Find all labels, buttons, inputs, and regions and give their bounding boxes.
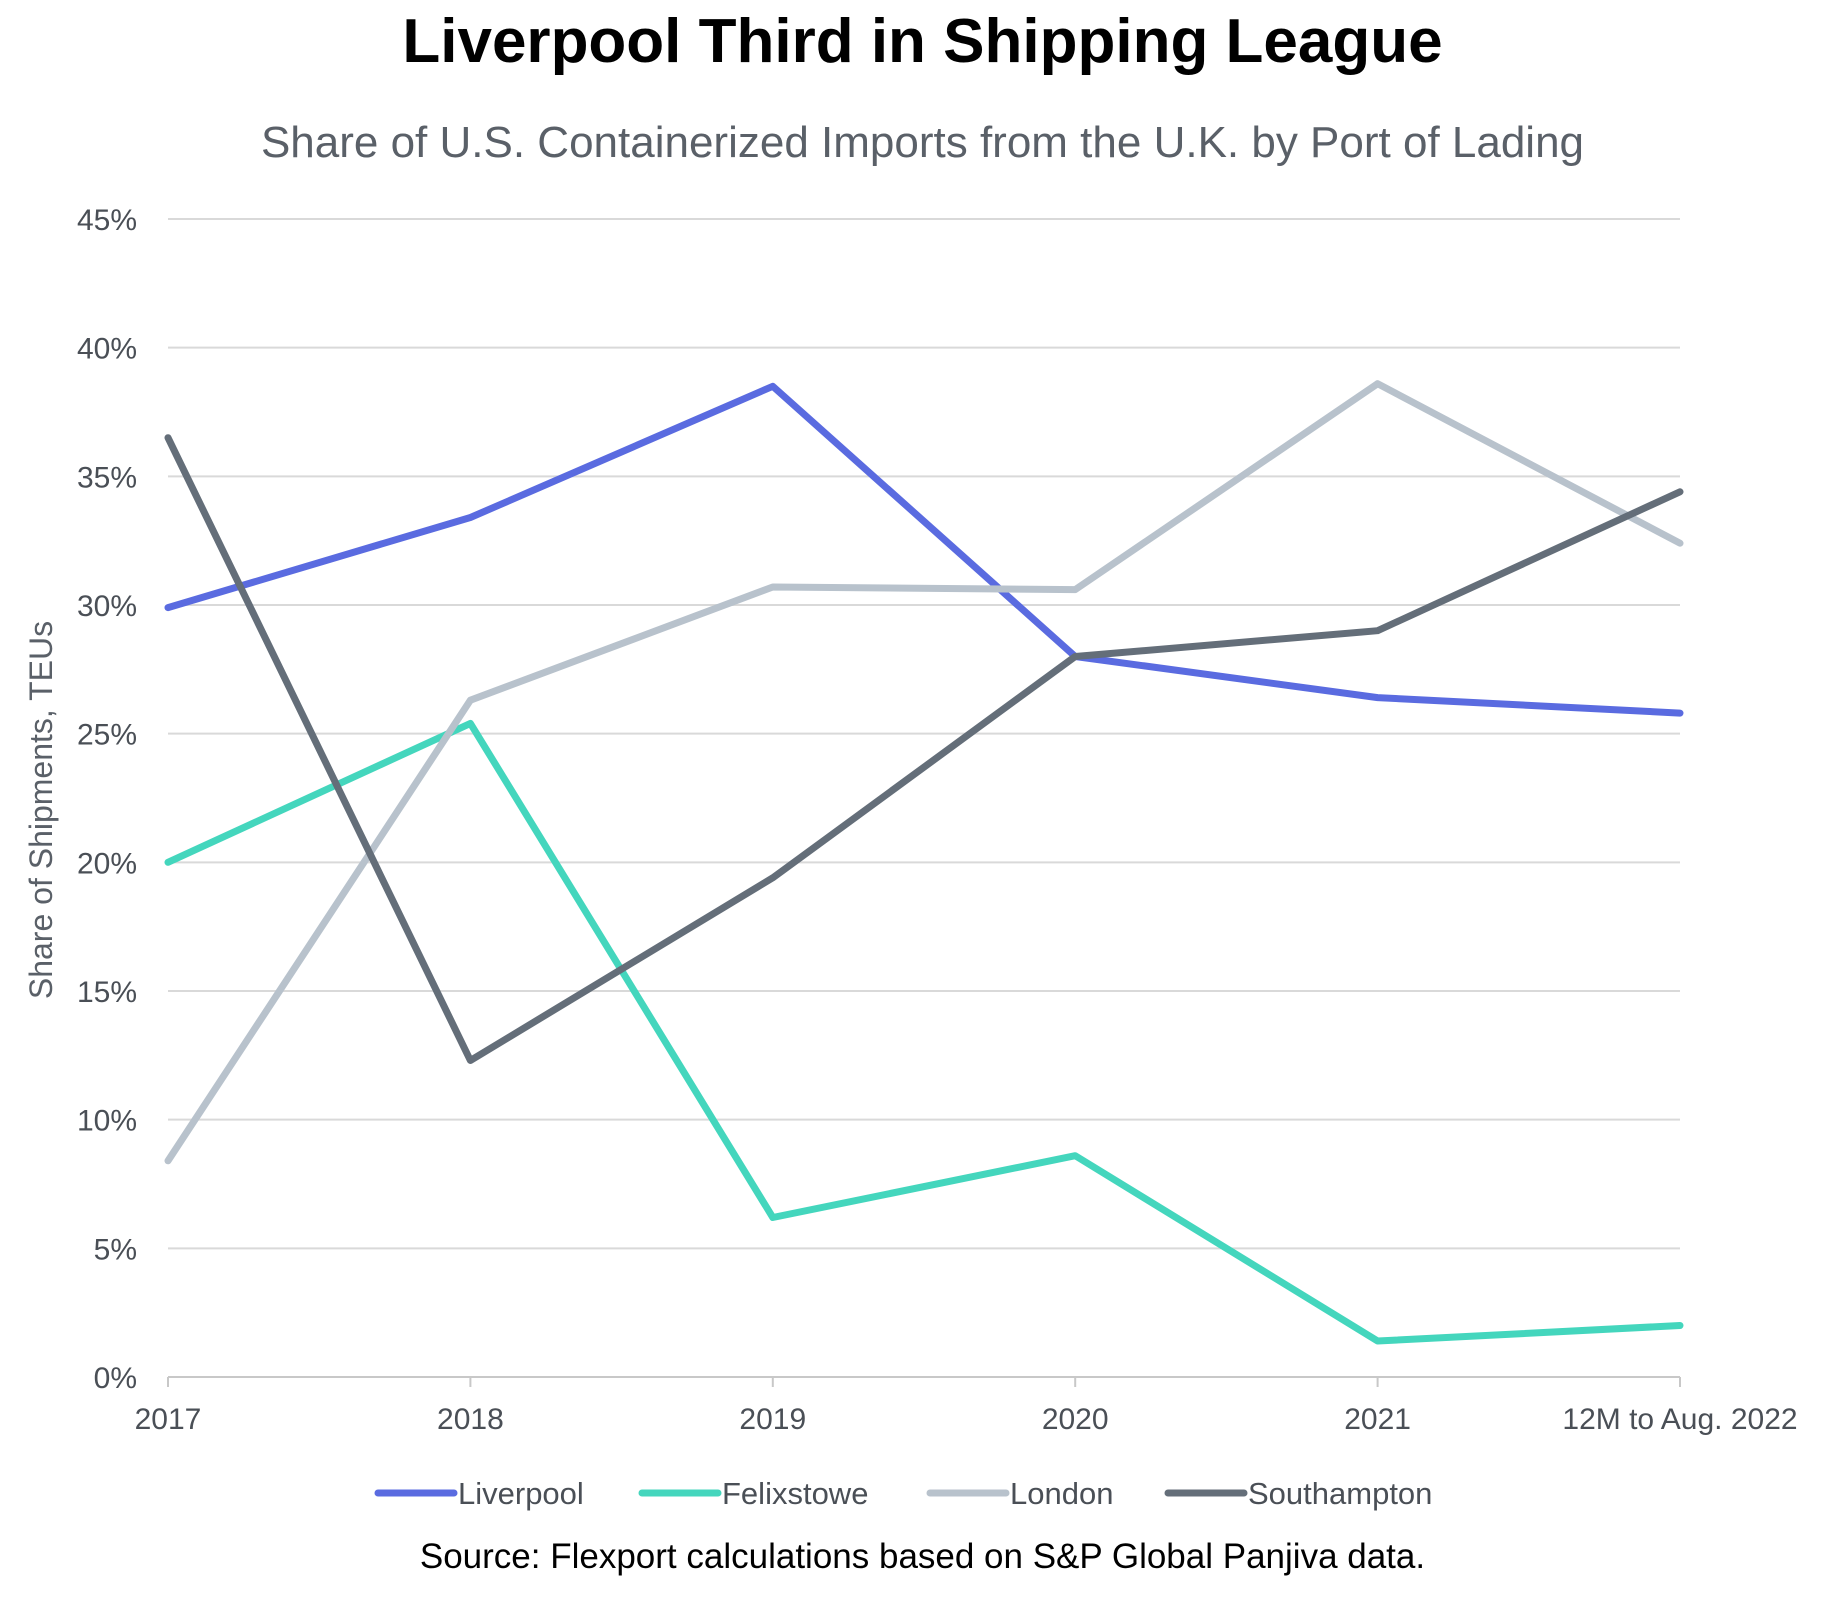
gridlines [168,218,1680,1378]
series-line-southampton [164,434,1684,1064]
y-tick-label: 15% [77,976,137,1009]
x-tick-label: 2020 [1042,1403,1109,1436]
chart-subtitle: Share of U.S. Containerized Imports from… [260,118,1585,167]
y-tick-label: 45% [77,204,137,237]
legend-label: Southampton [1248,1476,1432,1511]
series-line-liverpool [164,382,1684,717]
legend-item-felixstowe: Felixstowe [638,1476,868,1511]
chart-title: Liverpool Third in Shipping League [402,7,1443,76]
x-tick-label: 2019 [739,1403,806,1436]
y-tick-label: 0% [94,1362,137,1395]
x-tick-label: 2017 [135,1403,202,1436]
y-tick-label: 30% [77,590,137,623]
legend-label: Liverpool [458,1476,584,1511]
x-tick-label: 2018 [437,1403,504,1436]
series-lines [164,380,1684,1345]
legend-item-london: London [926,1476,1113,1511]
legend-label: Felixstowe [722,1476,868,1511]
y-axis-label: Share of Shipments, TEUs [23,621,59,999]
x-tick-label: 12M to Aug. 2022 [1562,1403,1797,1436]
legend-item-southampton: Southampton [1164,1476,1432,1511]
y-tick-label: 5% [94,1233,137,1266]
y-tick-label: 35% [77,461,137,494]
series-line-felixstowe [164,719,1684,1345]
y-tick-label: 40% [77,333,137,366]
x-axis: 2017 2018 2019 2020 2021 12M to Aug. 2022 [135,1376,1798,1436]
y-tick-label: 20% [77,847,137,880]
y-tick-label: 10% [77,1105,137,1138]
legend-label: London [1010,1476,1113,1511]
y-tick-label: 25% [77,719,137,752]
y-axis-ticks: 0% 5% 10% 15% 20% 25% 30% 35% 40% 45% [77,204,137,1395]
source-note: Source: Flexport calculations based on S… [419,1537,1426,1576]
x-tick-label: 2021 [1344,1403,1411,1436]
legend: Liverpool Felixstowe London Southampton [374,1476,1432,1511]
line-chart: 0%5%10%15%20%25%30%35%40%45% 2017 2018 201… [23,204,1798,1511]
legend-item-liverpool: Liverpool [374,1476,584,1511]
series-line-london [164,380,1684,1165]
